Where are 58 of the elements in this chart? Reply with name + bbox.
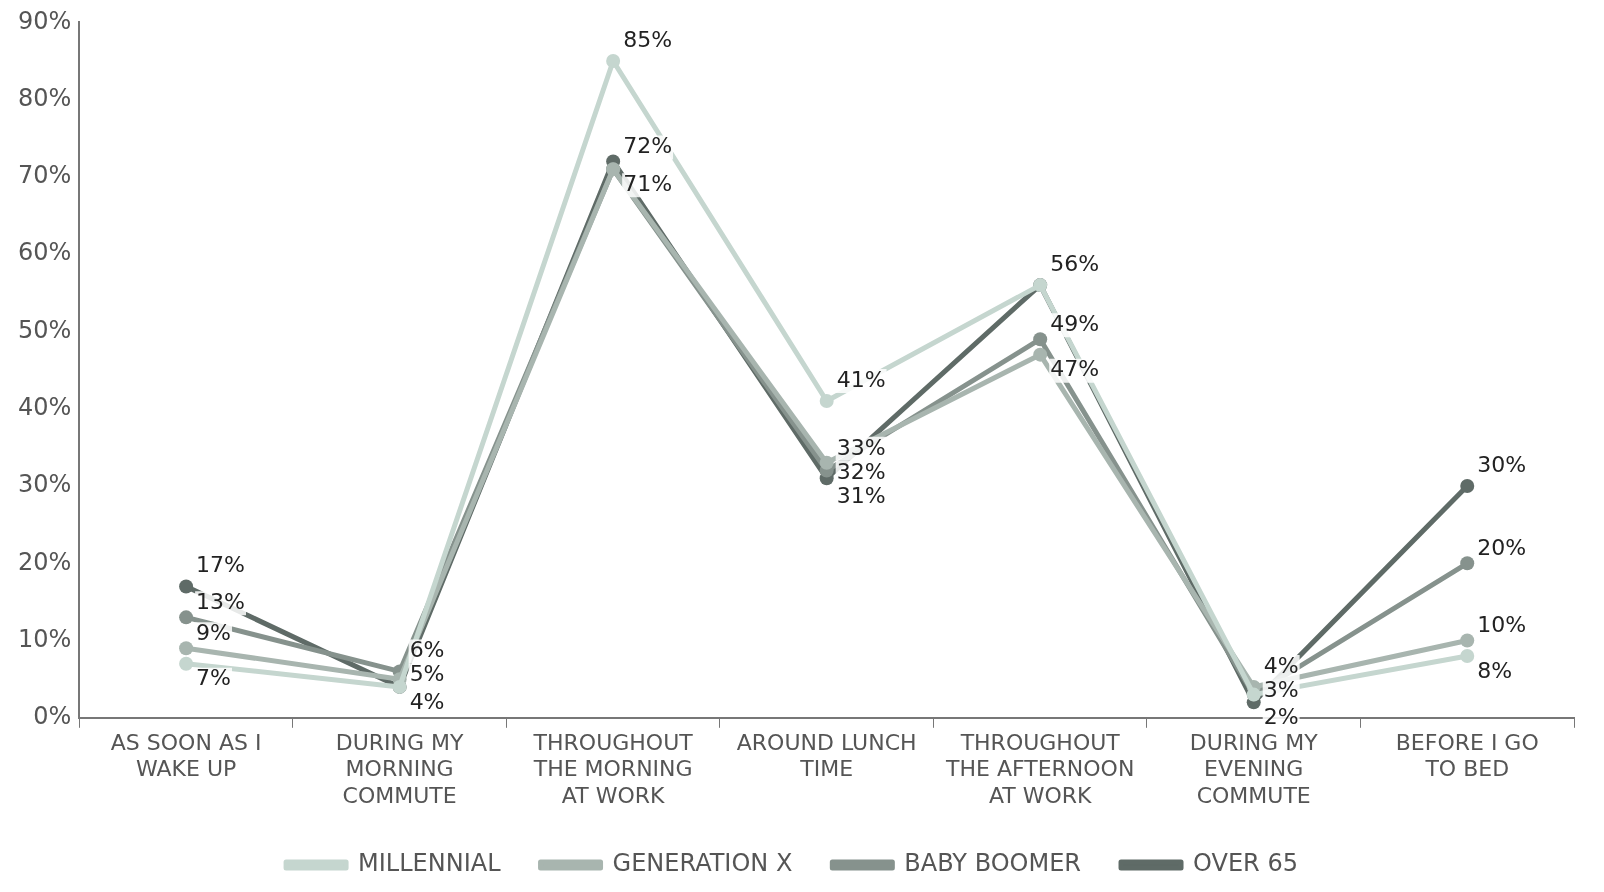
- x-tick-label: THROUGHOUT THE AFTERNOON AT WORK: [945, 729, 1135, 808]
- point: [819, 394, 834, 409]
- point: [179, 579, 194, 594]
- x-tick-label: BEFORE I GO TO BED: [1395, 729, 1539, 782]
- data-label: 56%: [1050, 250, 1100, 276]
- data-label: 71%: [623, 170, 673, 196]
- data-label: 3%: [1263, 676, 1299, 702]
- x-tick-label: AS SOON AS I WAKE UP: [110, 729, 262, 782]
- y-tick-label: 80%: [18, 83, 72, 112]
- data-label: 85%: [623, 26, 673, 52]
- data-label: 31%: [836, 482, 886, 508]
- point: [1460, 633, 1475, 648]
- x-tick-label: AROUND LUNCH TIME: [736, 729, 917, 782]
- point: [1033, 347, 1048, 362]
- legend-label: GENERATION X: [612, 849, 793, 878]
- data-label: 9%: [196, 619, 232, 645]
- data-label: 13%: [196, 589, 246, 615]
- data-label: 4%: [1263, 652, 1299, 678]
- y-tick-label: 20%: [18, 547, 72, 576]
- y-tick-label: 50%: [18, 315, 72, 344]
- point: [1033, 332, 1048, 347]
- legend-label: MILLENNIAL: [358, 849, 502, 878]
- data-label: 10%: [1477, 612, 1527, 638]
- data-label: 33%: [836, 434, 886, 460]
- x-tick-label: DURING MY MORNING COMMUTE: [335, 729, 465, 808]
- data-label: 47%: [1050, 356, 1100, 382]
- data-label: 4%: [409, 688, 445, 714]
- y-tick-label: 10%: [18, 624, 72, 653]
- data-label: 20%: [1477, 534, 1527, 560]
- y-tick-label: 90%: [18, 6, 72, 35]
- point: [179, 610, 194, 625]
- point: [1460, 556, 1475, 571]
- point: [1460, 648, 1475, 663]
- point: [179, 656, 194, 671]
- data-label: 41%: [836, 366, 886, 392]
- legend-label: OVER 65: [1193, 849, 1298, 878]
- data-label: 49%: [1050, 310, 1100, 336]
- point: [606, 54, 621, 69]
- y-tick-label: 30%: [18, 470, 72, 499]
- y-tick-label: 70%: [18, 161, 72, 190]
- point: [1460, 479, 1475, 493]
- data-label: 7%: [196, 665, 232, 691]
- y-tick-label: 40%: [18, 392, 72, 421]
- data-label: 17%: [196, 552, 246, 578]
- data-label: 8%: [1477, 657, 1513, 683]
- data-label: 6%: [409, 637, 445, 663]
- data-label: 2%: [1263, 704, 1299, 730]
- data-label: 72%: [623, 133, 673, 159]
- y-tick-label: 60%: [18, 238, 72, 267]
- data-label: 32%: [836, 458, 886, 484]
- data-label: 5%: [409, 661, 445, 687]
- point: [179, 641, 194, 656]
- point: [819, 455, 834, 470]
- data-label: 30%: [1477, 451, 1527, 477]
- y-tick-label: 0%: [33, 702, 72, 731]
- x-tick-label: THROUGHOUT THE MORNING AT WORK: [532, 729, 694, 808]
- legend-label: BABY BOOMER: [904, 849, 1082, 878]
- x-tick-label: DURING MY EVENING COMMUTE: [1189, 729, 1319, 808]
